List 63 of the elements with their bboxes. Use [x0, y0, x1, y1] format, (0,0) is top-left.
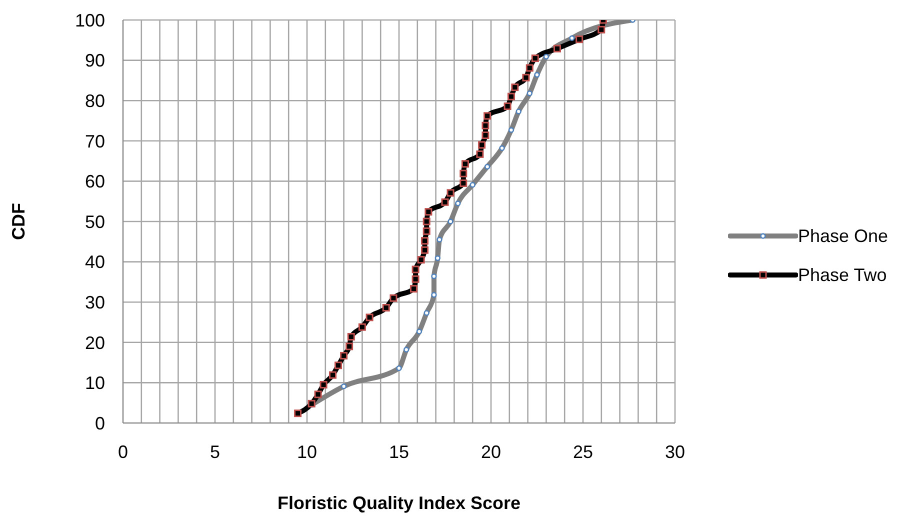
point [507, 92, 515, 100]
y-tick-label: 60 [84, 172, 105, 192]
point [482, 122, 490, 130]
y-axis-title: CDF [8, 203, 28, 240]
y-tick-label: 100 [74, 10, 105, 30]
point [576, 36, 584, 44]
point [410, 285, 418, 293]
point [422, 218, 430, 226]
point [294, 410, 302, 418]
point [446, 189, 454, 197]
point [421, 246, 429, 254]
x-tick-label: 20 [480, 442, 502, 462]
point [314, 390, 322, 398]
point [522, 74, 530, 82]
point [441, 198, 449, 206]
y-tick-label: 0 [94, 413, 105, 434]
point [382, 304, 390, 312]
point [346, 342, 354, 350]
y-tick-label: 70 [84, 131, 105, 152]
y-tick-label: 50 [84, 212, 105, 232]
x-tick-label: 10 [296, 442, 318, 462]
x-tick-label: 15 [388, 442, 410, 462]
x-axis-title: Floristic Quality Index Score [277, 493, 521, 513]
y-tick-label: 80 [84, 90, 105, 111]
point [366, 314, 374, 322]
x-tick-label: 5 [210, 442, 220, 462]
point [511, 84, 519, 92]
point [412, 275, 420, 283]
point [390, 294, 398, 302]
point [424, 208, 432, 216]
point [334, 362, 342, 370]
point [504, 102, 512, 110]
point [460, 170, 468, 178]
legend-label: Phase One [798, 226, 888, 246]
point [417, 256, 425, 264]
point [308, 400, 316, 408]
point [421, 237, 429, 245]
point [422, 227, 430, 235]
y-tick-label: 90 [84, 50, 105, 71]
point [460, 179, 468, 187]
point [526, 64, 534, 72]
point [553, 44, 561, 52]
y-tick-label: 40 [84, 252, 105, 272]
point [484, 112, 492, 120]
point [461, 160, 469, 168]
point [358, 323, 366, 331]
point [340, 352, 348, 360]
point [478, 141, 486, 149]
point [412, 266, 420, 274]
x-tick-label: 30 [664, 442, 686, 462]
point [531, 54, 539, 62]
x-tick-label: 25 [572, 442, 594, 462]
point [329, 371, 337, 379]
legend-label: Phase Two [798, 264, 887, 286]
point [476, 150, 484, 158]
y-tick-label: 30 [84, 292, 105, 312]
point [598, 26, 606, 34]
y-tick-label: 10 [84, 373, 105, 394]
point [320, 380, 328, 388]
point [347, 333, 355, 341]
y-tick-label: 20 [84, 332, 105, 353]
point [482, 132, 490, 140]
x-tick-label: 0 [118, 442, 128, 462]
